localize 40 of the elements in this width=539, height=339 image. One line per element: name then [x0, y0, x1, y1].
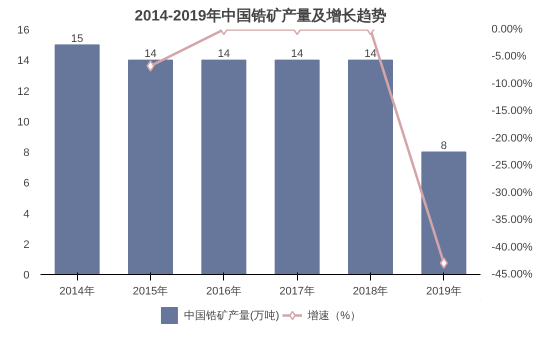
chart-title: 2014-2019年中国锆矿产量及增长趋势 [134, 6, 386, 24]
x-tick-label: 2015年 [132, 286, 168, 298]
bar [54, 44, 100, 274]
x-tick-label: 2016年 [206, 286, 242, 298]
y-tick-label: 0 [23, 270, 30, 282]
data-label: 15 [71, 32, 84, 45]
y2-tick-label: 0.00% [492, 24, 523, 36]
y2-tick-label: -10.00% [492, 78, 533, 90]
y-tick-label: 6 [23, 178, 30, 190]
y2-tick-label: -20.00% [492, 132, 533, 144]
x-tick-label: 2014年 [59, 286, 95, 298]
data-label: 14 [218, 48, 230, 60]
bar [274, 60, 320, 274]
y2-tick-label: -25.00% [492, 160, 533, 172]
y-tick-label: 4 [23, 208, 30, 220]
y2-tick-label: -15.00% [492, 105, 533, 118]
x-tick-label: 2017年 [279, 286, 315, 298]
y2-tick-label: -45.00% [492, 268, 533, 280]
x-tick-label: 2019年 [426, 286, 462, 298]
y-tick-label: 10 [17, 116, 30, 128]
data-label: 14 [364, 48, 377, 60]
y-tick-label: 8 [23, 147, 30, 159]
y-tick-label: 2 [23, 238, 30, 251]
bar [421, 152, 466, 274]
data-label: 14 [291, 48, 304, 60]
bar [128, 60, 173, 274]
legend-label: 中国锆矿产量(万吨) [184, 308, 280, 322]
y2-tick-label: -40.00% [492, 241, 533, 254]
y-tick-label: 16 [17, 24, 30, 36]
bar [201, 60, 246, 274]
y-tick-label: 14 [17, 55, 30, 68]
data-label: 8 [440, 140, 447, 152]
data-label: 14 [144, 48, 157, 60]
y-tick-label: 12 [17, 86, 30, 98]
y2-tick-label: -30.00% [492, 186, 533, 199]
y2-tick-label: -35.00% [492, 214, 533, 226]
bar [348, 60, 393, 274]
y2-tick-label: -5.00% [492, 50, 527, 63]
legend-label: 增速（%） [307, 308, 362, 322]
x-tick-label: 2018年 [352, 286, 388, 298]
